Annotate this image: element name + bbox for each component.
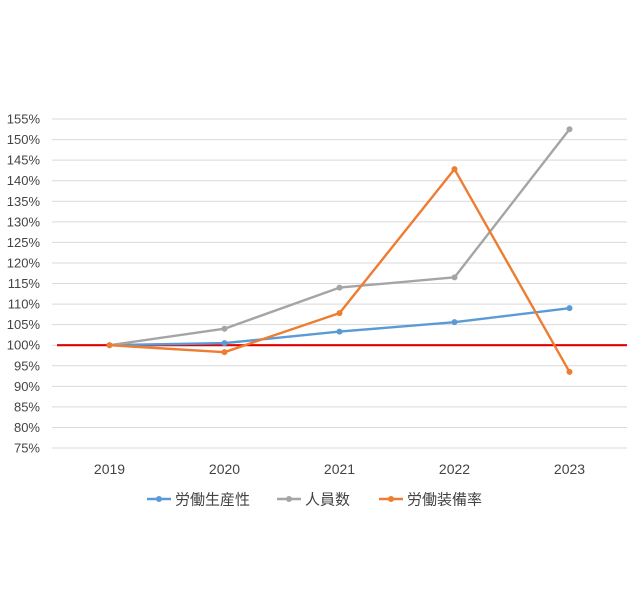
y-tick-label: 125% xyxy=(7,235,41,250)
data-point xyxy=(336,328,343,335)
y-tick-label: 110% xyxy=(8,297,41,312)
y-tick-label: 105% xyxy=(7,317,41,332)
y-tick-label: 135% xyxy=(7,194,41,209)
y-tick-label: 130% xyxy=(7,214,41,229)
y-tick-label: 120% xyxy=(7,255,41,270)
y-tick-label: 115% xyxy=(8,276,41,291)
data-point xyxy=(566,126,573,133)
series-line-2 xyxy=(109,167,571,373)
x-tick-label: 2021 xyxy=(324,461,355,477)
x-axis: 2019 2020 2021 2022 2023 xyxy=(94,461,585,477)
data-point xyxy=(221,349,228,356)
legend-swatch-marker xyxy=(388,496,394,502)
data-point xyxy=(336,284,343,291)
y-tick-label: 95% xyxy=(14,358,40,373)
data-point xyxy=(451,166,458,173)
x-tick-label: 2020 xyxy=(209,461,240,477)
y-tick-label: 145% xyxy=(7,153,41,168)
y-tick-label: 80% xyxy=(14,420,40,435)
y-tick-label: 155% xyxy=(7,112,41,127)
data-point xyxy=(451,274,458,281)
y-axis: 75% 80% 85% 90% 95% 100% 105% 110% 115% 120% 125% 1… xyxy=(7,112,41,456)
data-point xyxy=(566,305,573,312)
x-tick-label: 2019 xyxy=(94,461,125,477)
legend-label: 人員数 xyxy=(305,491,350,509)
y-tick-label: 75% xyxy=(14,441,40,456)
data-point xyxy=(566,368,573,375)
legend-label: 労働装備率 xyxy=(407,491,482,509)
y-tick-label: 150% xyxy=(7,132,41,147)
data-point xyxy=(451,319,458,326)
legend: 労働生産性 人員数 労働装備率 xyxy=(147,491,482,509)
gridlines xyxy=(52,118,627,449)
data-point xyxy=(221,325,228,332)
data-point xyxy=(106,342,113,349)
legend-swatch-marker xyxy=(286,496,292,502)
data-point xyxy=(221,340,228,347)
x-tick-label: 2023 xyxy=(554,461,585,477)
legend-label: 労働生産性 xyxy=(175,491,250,509)
y-tick-label: 100% xyxy=(7,338,41,353)
legend-swatch-marker xyxy=(156,496,162,502)
data-point xyxy=(336,310,343,317)
y-tick-label: 85% xyxy=(14,399,40,414)
y-tick-label: 90% xyxy=(14,379,40,394)
x-tick-label: 2022 xyxy=(439,461,470,477)
y-tick-label: 140% xyxy=(7,173,41,188)
series-group xyxy=(106,126,573,375)
